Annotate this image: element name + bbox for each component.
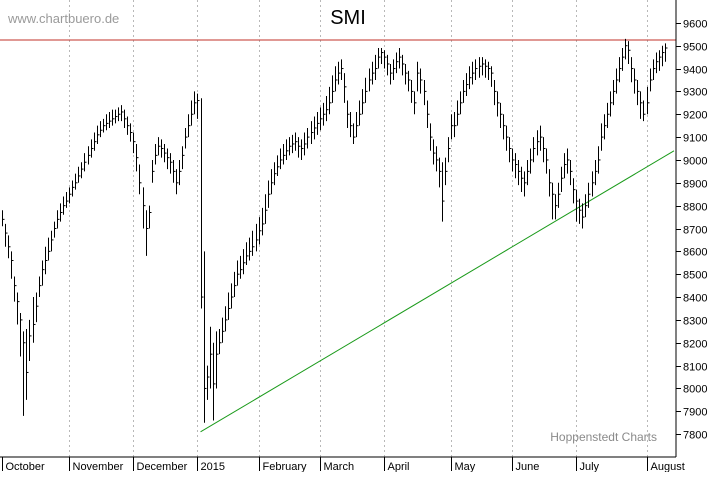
x-tick-label: December: [137, 461, 188, 472]
y-tick-label: 7800: [683, 430, 707, 442]
y-tick-label: 8100: [683, 362, 707, 374]
y-tick-label: 8600: [683, 247, 707, 259]
x-tick-label: August: [651, 461, 685, 472]
price-bars: [2, 38, 668, 423]
y-tick-label: 8800: [683, 202, 707, 214]
y-tick-label: 7900: [683, 407, 707, 419]
reference-lines: [0, 39, 676, 433]
x-tick-label: July: [580, 461, 600, 472]
y-tick-label: 9100: [683, 133, 707, 145]
support-trendline: [200, 150, 675, 433]
y-tick-label: 8200: [683, 339, 707, 351]
x-tick-label: June: [516, 461, 540, 472]
x-tick-label: May: [455, 461, 476, 472]
x-tick-label: February: [263, 461, 308, 472]
x-tick-label: April: [388, 461, 410, 472]
x-tick-label: March: [324, 461, 355, 472]
x-tick-label: 2015: [201, 461, 225, 472]
y-tick-label: 9000: [683, 156, 707, 168]
y-axis-ticks: 7800 7900 8000 8100 8200 8300 8400 8500 8600 8700…: [676, 19, 707, 442]
y-tick-label: 8900: [683, 179, 707, 191]
x-tick-label: November: [73, 461, 124, 472]
y-tick-label: 9600: [683, 19, 707, 31]
grid-lines: [69, 0, 648, 457]
y-tick-label: 8400: [683, 293, 707, 305]
y-tick-label: 9500: [683, 42, 707, 54]
y-tick-label: 9200: [683, 110, 707, 122]
y-tick-label: 8000: [683, 384, 707, 396]
y-tick-label: 9400: [683, 65, 707, 77]
x-axis-ticks: October November December 2015 February March…: [2, 457, 685, 473]
y-tick-label: 9300: [683, 87, 707, 99]
y-tick-label: 8300: [683, 316, 707, 328]
x-tick-label: October: [6, 461, 45, 472]
chart-title: SMI: [330, 7, 366, 29]
watermark-text: www.chartbuero.de: [7, 11, 119, 26]
credit-text: Hoppenstedt Charts: [550, 430, 657, 444]
y-tick-label: 8700: [683, 225, 707, 237]
y-tick-label: 8500: [683, 270, 707, 282]
